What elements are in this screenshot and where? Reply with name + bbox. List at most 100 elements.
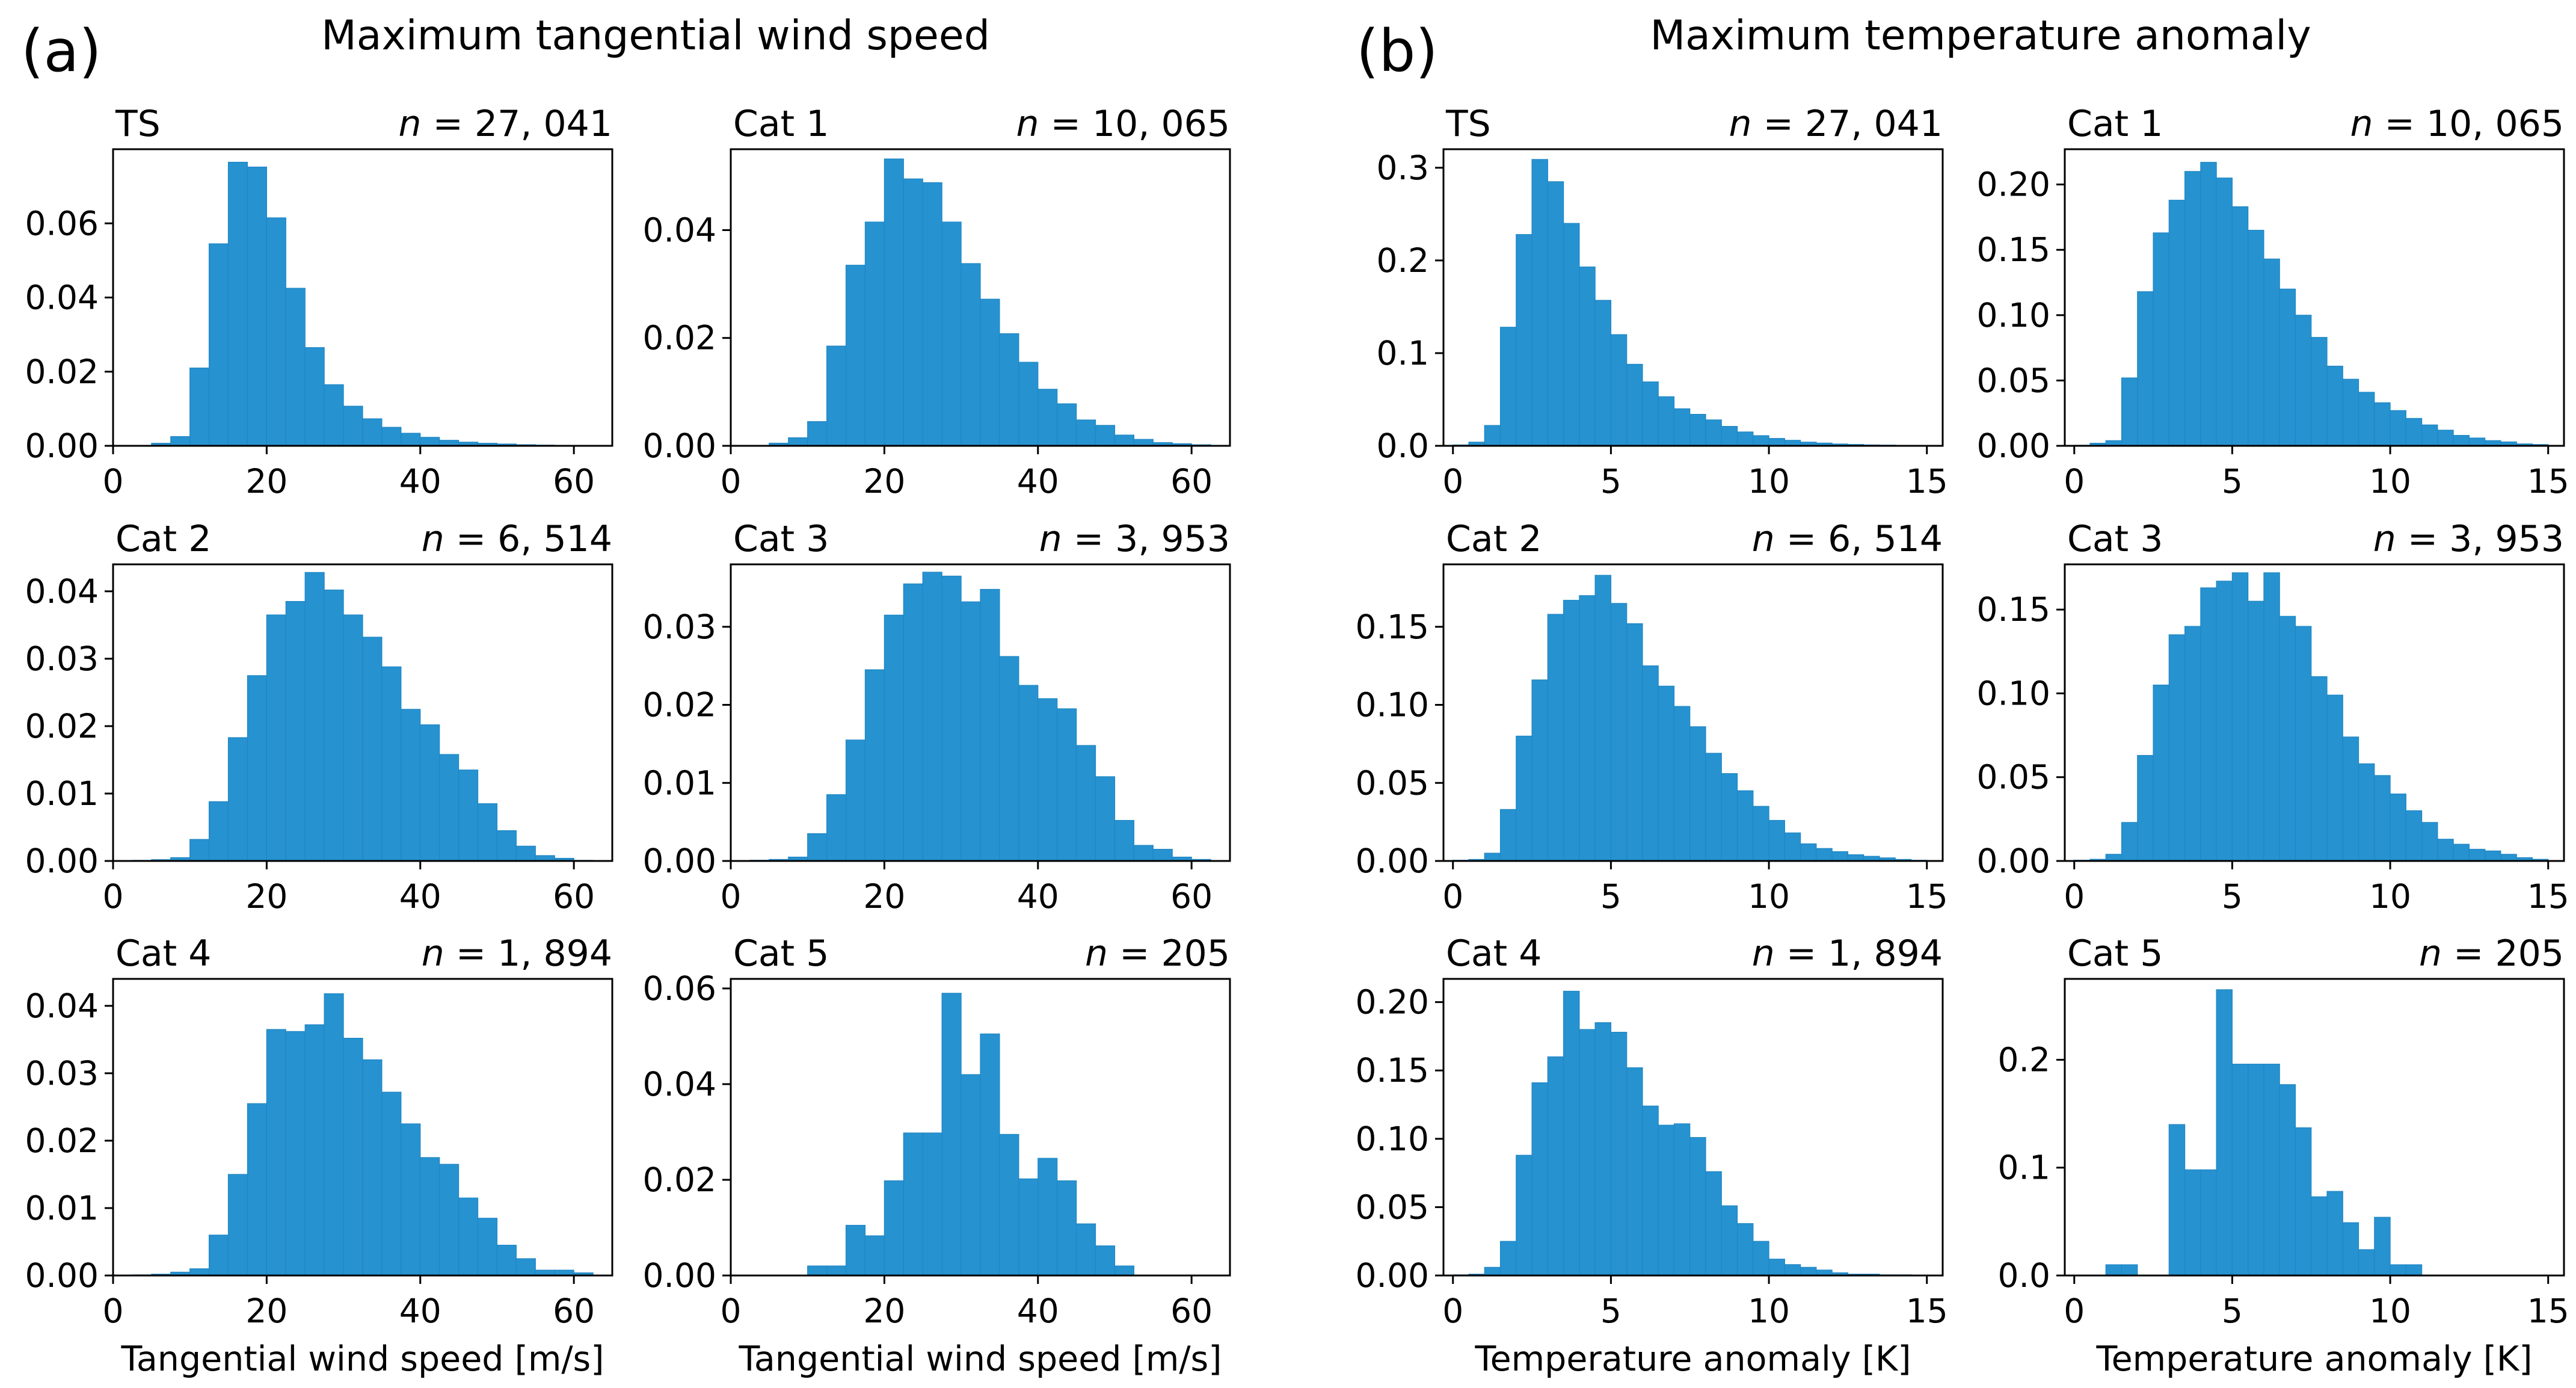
y-tick-label: 0.10 — [1977, 674, 2050, 712]
y-tick-label: 0.03 — [25, 640, 99, 678]
y-tick-label: 0.06 — [643, 969, 716, 1008]
histogram-bar — [1816, 848, 1833, 862]
histogram-bar — [1076, 745, 1096, 862]
histogram-bar — [227, 161, 248, 446]
histogram-bar — [2231, 572, 2249, 862]
histogram-bar — [1057, 403, 1077, 446]
histogram-bar — [2390, 1264, 2406, 1276]
histogram-bar — [884, 1180, 904, 1276]
group-a-title: Maximum tangential wind speed — [321, 12, 990, 60]
histogram-bar — [941, 575, 962, 862]
x-tick-label: 0 — [721, 1292, 742, 1330]
histogram-bar — [2105, 1264, 2123, 1276]
histogram-bar — [515, 845, 536, 862]
histogram-bar — [170, 436, 191, 446]
histogram-bar — [1531, 1082, 1548, 1276]
histogram-bar — [980, 588, 1000, 862]
histogram-bar — [1037, 698, 1058, 862]
y-tick-label: 0.00 — [25, 842, 99, 880]
histogram-bar — [980, 298, 1000, 446]
x-tick-label: 40 — [1017, 877, 1059, 916]
histogram-bar — [2390, 410, 2406, 446]
panel-title: Cat 2 — [115, 518, 211, 560]
histogram-bar — [1753, 806, 1769, 862]
x-tick-label: 20 — [245, 877, 287, 916]
histogram-bar — [941, 993, 962, 1276]
histogram-bar — [1705, 1171, 1722, 1276]
histogram-bar — [961, 1074, 981, 1276]
x-tick-label: 5 — [2222, 462, 2243, 501]
histogram-bar — [477, 803, 498, 862]
y-tick-label: 0.00 — [1356, 842, 1429, 880]
y-tick-label: 0.02 — [643, 686, 716, 724]
y-tick-label: 0.15 — [1977, 590, 2050, 629]
histogram-bar — [2200, 162, 2217, 446]
y-tick-label: 0.04 — [25, 572, 99, 611]
histogram-bar — [362, 418, 383, 446]
sample-count: n = 6, 514 — [1752, 518, 1943, 560]
y-tick-label: 0.02 — [25, 1121, 99, 1160]
histogram-bar — [1768, 819, 1785, 862]
x-tick-label: 60 — [1170, 462, 1213, 501]
histogram-bar — [209, 801, 229, 862]
x-tick-label: 15 — [2527, 877, 2569, 916]
histogram-bar — [266, 217, 286, 446]
histogram-bar — [2168, 634, 2186, 862]
histogram-bar — [1626, 363, 1643, 446]
histogram-bar — [2358, 392, 2375, 446]
panel-title: Cat 3 — [2067, 518, 2163, 560]
panel-title: Cat 4 — [1446, 933, 1542, 975]
x-tick-label: 15 — [1906, 877, 1948, 916]
x-tick-label: 15 — [2527, 462, 2569, 501]
panel-title: TS — [1445, 103, 1491, 145]
x-tick-label: 20 — [245, 462, 287, 501]
histogram-bar — [2263, 1064, 2280, 1276]
x-tick-label: 60 — [553, 877, 595, 916]
histogram-bar — [2216, 989, 2233, 1276]
axes-frame — [1442, 563, 1944, 862]
histogram-bar — [2200, 1169, 2217, 1276]
y-tick-label: 0.15 — [1356, 1051, 1429, 1090]
histogram-panel: 0.00 0.01 0.02 0.03 0.04 0 20 40 60 Cat 2 n = 6, 5… — [25, 518, 613, 916]
histogram-bar — [2153, 232, 2169, 446]
histogram-bar — [304, 572, 325, 862]
histogram-bar — [2468, 848, 2486, 862]
histogram-bar — [2326, 365, 2343, 446]
histogram-bar — [1594, 575, 1612, 862]
histogram-bar — [458, 770, 479, 862]
histogram-bar — [2485, 850, 2501, 862]
histogram-bar — [1721, 426, 1738, 446]
y-tick-label: 0.04 — [25, 279, 99, 317]
histogram-bar — [2342, 378, 2359, 446]
x-tick-label: 15 — [2527, 1292, 2569, 1330]
histogram-bar — [1076, 419, 1096, 446]
histogram-bar — [343, 614, 363, 862]
x-tick-label: 60 — [1170, 877, 1213, 916]
histogram-panel: 0.00 0.05 0.10 0.15 0 5 10 15 Cat 2 n = 6, 514 — [1356, 518, 1948, 916]
histogram-bar — [922, 182, 942, 446]
y-tick-label: 0.00 — [643, 1256, 716, 1295]
y-tick-label: 0.00 — [25, 1256, 99, 1295]
histogram-bar — [1689, 1137, 1706, 1276]
histogram-bar — [922, 1132, 942, 1276]
x-axis-label: Temperature anomaly [K] — [1474, 1339, 1911, 1379]
histogram-bar — [884, 614, 904, 862]
panel-title: Cat 1 — [733, 103, 829, 145]
histogram-bar — [420, 724, 440, 862]
histogram-bar — [2405, 1264, 2423, 1276]
histogram-bar — [1673, 706, 1691, 862]
x-tick-label: 40 — [399, 1292, 441, 1330]
histogram-bar — [922, 572, 942, 862]
histogram-bar — [1516, 1155, 1532, 1276]
histogram-bar — [1499, 1241, 1517, 1276]
panel-title: Cat 2 — [1446, 518, 1542, 560]
histogram-bar — [2200, 587, 2217, 862]
histogram-bar — [2168, 200, 2186, 446]
histogram-bar — [903, 178, 923, 446]
histogram-bar — [2405, 810, 2423, 862]
x-tick-label: 10 — [1748, 877, 1790, 916]
histogram-bar — [362, 637, 383, 862]
x-tick-label: 0 — [103, 462, 124, 501]
histogram-bar — [2279, 1084, 2296, 1276]
histogram-bar — [2184, 626, 2201, 862]
